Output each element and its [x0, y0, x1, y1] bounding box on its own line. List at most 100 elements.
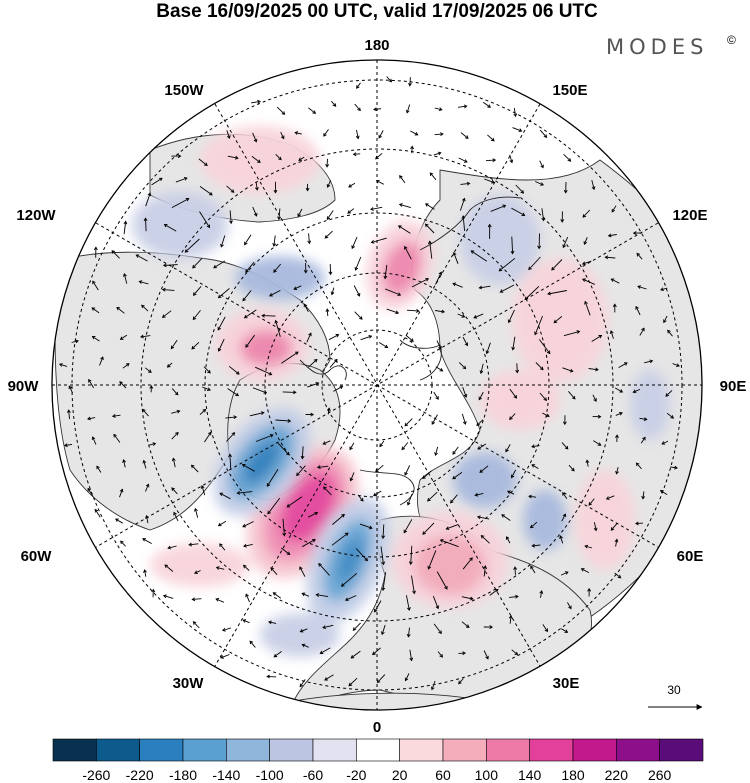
- wind-vector: [328, 334, 339, 341]
- wind-vector-head: [207, 387, 211, 391]
- wind-vector-head: [274, 319, 279, 324]
- wind-vector-head: [610, 527, 615, 531]
- wind-vector-head: [502, 204, 507, 209]
- wind-vector: [422, 470, 432, 479]
- wind-vector: [242, 290, 252, 301]
- wind-vector-head: [469, 557, 473, 561]
- wind-vector: [512, 336, 516, 350]
- wind-vector: [300, 628, 308, 633]
- wind-vector-head: [344, 597, 349, 602]
- wind-vector: [509, 596, 519, 598]
- wind-vector: [350, 472, 355, 481]
- wind-vector-head: [553, 319, 558, 324]
- wind-vector: [435, 310, 445, 313]
- wind-vector: [348, 182, 356, 188]
- wind-vector: [661, 440, 669, 445]
- wind-vector: [146, 515, 149, 524]
- wind-vector-head: [174, 391, 179, 396]
- wind-vector: [542, 624, 548, 632]
- wind-vector-head: [354, 266, 359, 271]
- wind-vector: [404, 465, 411, 476]
- wind-vector-head: [520, 190, 525, 194]
- wind-vector: [242, 521, 254, 528]
- wind-vector: [163, 264, 178, 266]
- colorbar-box: [659, 738, 704, 762]
- wind-vector-head: [580, 568, 585, 572]
- wind-vector: [670, 466, 678, 469]
- wind-vector: [437, 651, 443, 658]
- wind-vector: [457, 105, 467, 108]
- wind-vector: [229, 210, 232, 224]
- wind-vector-head: [235, 371, 240, 375]
- wind-vector: [403, 519, 413, 533]
- wind-vector-head: [424, 223, 429, 228]
- wind-vector: [162, 310, 172, 318]
- brand-copyright-mark: ©: [727, 33, 736, 47]
- wind-vector: [635, 306, 641, 316]
- wind-vector-head: [207, 369, 211, 374]
- wind-vector: [375, 152, 383, 160]
- wind-vector: [164, 564, 174, 572]
- wind-vector-head: [272, 592, 277, 596]
- wind-vector: [144, 367, 152, 373]
- wind-vector-head: [352, 152, 357, 157]
- wind-vector-head: [588, 502, 593, 506]
- wind-vector: [213, 260, 226, 269]
- wind-vector-head: [513, 394, 518, 399]
- wind-vector-head: [397, 225, 402, 229]
- wind-vector-head: [350, 655, 355, 659]
- wind-vector-head: [192, 264, 196, 269]
- wind-vector-head: [376, 679, 381, 684]
- wind-vector-head: [492, 158, 497, 163]
- colorbar-box: [442, 738, 487, 762]
- wind-vector: [581, 568, 590, 574]
- wind-vector-head: [234, 155, 239, 160]
- wind-vector-head: [269, 434, 274, 438]
- colorbar-box: [529, 738, 574, 762]
- lon-label-90w: 90W: [8, 378, 40, 395]
- anomaly-positive-europe: [392, 512, 508, 608]
- wind-vector-head: [452, 282, 457, 287]
- wind-vector: [88, 379, 94, 389]
- wind-vector-head: [68, 385, 73, 390]
- wind-vector-head: [326, 184, 331, 188]
- wind-vector: [435, 446, 439, 456]
- wind-vector-head: [228, 453, 232, 458]
- wind-vector-head: [249, 640, 254, 645]
- wind-vector-head: [360, 497, 364, 502]
- wind-vector-head: [184, 249, 189, 253]
- wind-vector-head: [593, 398, 597, 402]
- wind-vector: [478, 391, 484, 400]
- wind-vector: [275, 153, 282, 161]
- wind-vector: [531, 464, 539, 469]
- wind-vector: [255, 366, 272, 376]
- wind-vector: [660, 490, 668, 495]
- wind-vector-head: [463, 393, 468, 398]
- anomaly-negative-alaska: [132, 191, 228, 259]
- wind-vector-head: [562, 244, 567, 249]
- wind-vector-head: [190, 464, 195, 469]
- wind-vector-head: [242, 297, 246, 302]
- wind-vector-head: [663, 319, 667, 324]
- wind-vector-head: [530, 565, 534, 570]
- wind-vector: [173, 512, 179, 522]
- wind-vector-head: [273, 189, 278, 194]
- wind-vector: [563, 330, 580, 337]
- wind-vector-head: [381, 587, 386, 592]
- wind-vector: [269, 289, 281, 297]
- wind-vector: [409, 649, 413, 661]
- wind-vector-head: [318, 562, 322, 567]
- wind-vector: [171, 487, 178, 495]
- wind-vector: [142, 538, 152, 544]
- wind-vector: [322, 624, 334, 629]
- wind-vector-head: [439, 539, 444, 543]
- wind-vector-head: [401, 446, 406, 451]
- wind-vector: [644, 360, 653, 364]
- wind-vector-head: [92, 280, 96, 285]
- wind-vector: [460, 132, 469, 139]
- wind-vector: [435, 366, 443, 372]
- wind-vector: [171, 198, 189, 208]
- wind-vector-head: [202, 408, 207, 413]
- wind-vector: [191, 464, 199, 473]
- wind-vector-head: [319, 650, 324, 654]
